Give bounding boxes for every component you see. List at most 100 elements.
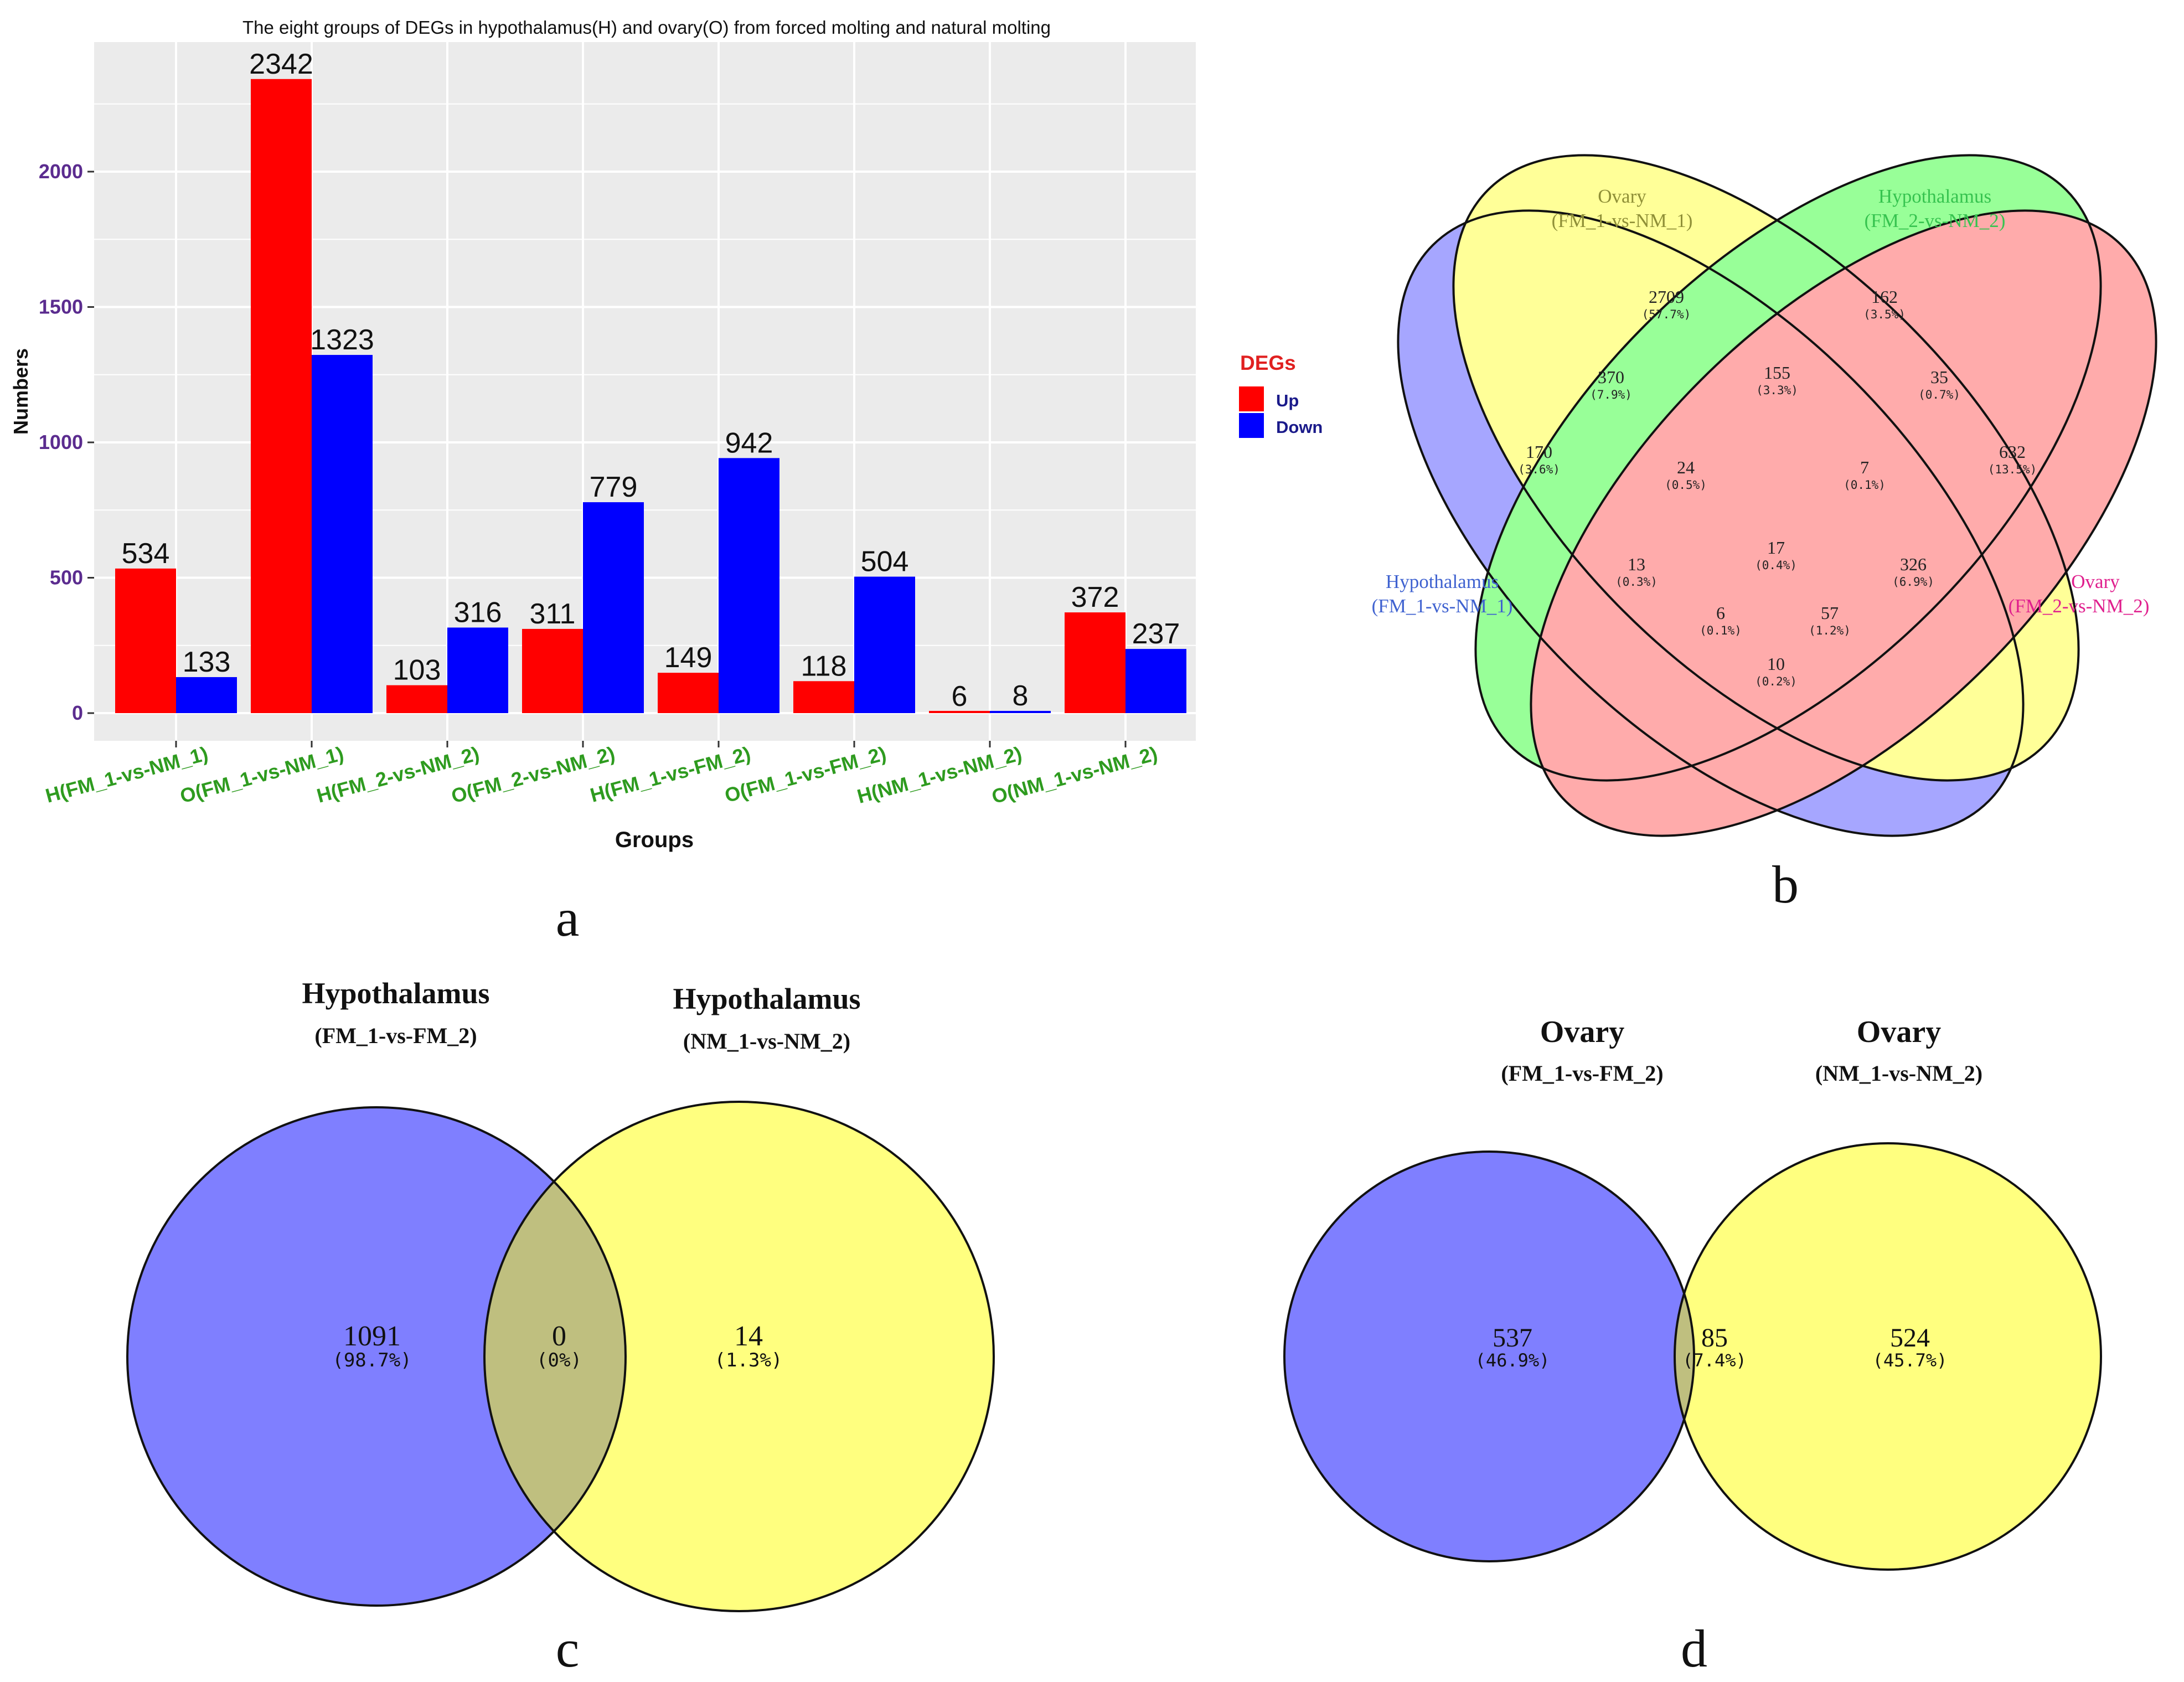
bar-up [929, 711, 990, 713]
set-sublabel-hypothalamus-fm2-nm2: (FM_2-vs-NM_2) [1865, 210, 2006, 231]
panel-label-b: b [1772, 855, 1799, 914]
bar-up [251, 79, 312, 714]
set-subtitle-right: (NM_1-vs-NM_2) [1815, 1061, 1982, 1086]
bar-value-label: 311 [530, 598, 576, 630]
set-sublabel-ovary-fm2-nm2: (FM_2-vs-NM_2) [2009, 595, 2150, 617]
bar-value-label: 8 [1013, 680, 1029, 712]
set-subtitle-left: (FM_1-vs-FM_2) [314, 1023, 477, 1048]
four-set-venn-panel: Ovary (FM_1-vs-NM_1) Hypothalamus (FM_2-… [1372, 154, 2157, 914]
region-count: 7 [1860, 457, 1869, 477]
region-count: 632 [1999, 442, 2026, 462]
bar-value-label: 316 [454, 596, 502, 628]
region-percent: (13.5%) [1988, 463, 2037, 476]
venn-outline-right [483, 1101, 995, 1612]
y-tick-label: 1000 [39, 431, 83, 453]
region-percent: (1.2%) [1809, 624, 1851, 637]
set-label-ovary-fm2-nm2: Ovary [2071, 571, 2120, 592]
bar-value-label: 149 [664, 642, 712, 674]
bar-down [719, 458, 779, 713]
region-count-right: 14 [734, 1320, 763, 1352]
bar-up [115, 568, 176, 713]
region-count: 57 [1821, 603, 1839, 623]
bar-value-label: 504 [861, 546, 909, 578]
set-subtitle-right: (NM_1-vs-NM_2) [683, 1029, 850, 1054]
bar-down [990, 711, 1051, 713]
two-set-venn-panel-hypothalamus: Hypothalamus (FM_1-vs-FM_2) Hypothalamus… [126, 977, 995, 1678]
bar-value-label: 942 [725, 427, 773, 459]
set-label-hypothalamus-fm1-nm1: Hypothalamus [1386, 571, 1499, 592]
region-percent-overlap: (7.4%) [1682, 1350, 1747, 1371]
bar-down [1125, 649, 1186, 713]
region-count-right: 524 [1890, 1323, 1930, 1353]
y-tick-label: 2000 [39, 160, 83, 183]
bars [115, 79, 1186, 714]
region-count: 24 [1677, 457, 1695, 477]
two-set-venn-panel-ovary: Ovary (FM_1-vs-FM_2) Ovary (NM_1-vs-NM_2… [1283, 1015, 2102, 1678]
region-percent: (0.2%) [1755, 675, 1797, 688]
bar-chart-panel: The eight groups of DEGs in hypothalamus… [9, 17, 1323, 947]
panel-label-d: d [1681, 1619, 1707, 1678]
region-count-overlap: 0 [552, 1320, 566, 1352]
set-label-hypothalamus-fm2-nm2: Hypothalamus [1878, 185, 1991, 207]
bar-up [793, 681, 854, 713]
region-count-left: 537 [1493, 1323, 1532, 1353]
region-percent: (3.5%) [1863, 308, 1906, 321]
bar-up [1065, 612, 1125, 713]
set-sublabel-ovary-fm1-nm1: (FM_1-vs-NM_1) [1552, 210, 1693, 231]
region-count: 13 [1628, 554, 1645, 574]
bar-value-label: 534 [122, 538, 170, 570]
region-count: 162 [1871, 287, 1898, 307]
legend-swatch-down [1239, 413, 1264, 438]
bar-value-label: 237 [1132, 618, 1180, 650]
region-count: 155 [1764, 363, 1790, 383]
bar-down [176, 677, 237, 713]
set-title-left: Ovary [1540, 1015, 1624, 1049]
region-count: 17 [1767, 538, 1785, 558]
venn-regions: 2709 (57.7%) 162 (3.5%) 370 (7.9%) 155 (… [1518, 287, 2037, 688]
chart-title: The eight groups of DEGs in hypothalamus… [242, 17, 1051, 38]
bar-value-label: 6 [952, 680, 968, 713]
legend-title: DEGs [1240, 352, 1296, 374]
region-percent: (6.9%) [1892, 575, 1934, 589]
bar-value-label: 103 [393, 654, 441, 687]
bar-value-label: 118 [801, 650, 847, 682]
legend-label-up: Up [1276, 391, 1299, 410]
region-count: 2709 [1649, 287, 1684, 307]
venn-outline-left [126, 1106, 627, 1607]
region-percent: (3.3%) [1756, 384, 1798, 397]
panel-label-c: c [556, 1619, 580, 1678]
region-percent: (7.9%) [1590, 388, 1632, 401]
region-percent-right: (1.3%) [715, 1349, 783, 1371]
y-tick-label: 1500 [39, 296, 83, 318]
region-percent: (3.6%) [1518, 463, 1560, 476]
region-count: 326 [1900, 554, 1927, 574]
venn-circle-left [127, 1107, 626, 1606]
region-percent: (0.1%) [1844, 478, 1886, 492]
set-title-right: Hypothalamus [673, 982, 860, 1015]
bar-up [658, 673, 719, 713]
legend: DEGs Up Down [1239, 352, 1323, 438]
bar-up [522, 628, 583, 713]
venn-set-ovary-fm2-nm2 [1531, 210, 2156, 836]
region-percent-right: (45.7%) [1873, 1350, 1948, 1371]
bar-value-labels: 534 2342 103 311 149 118 6 372 133 1323 316 779 942 5… [122, 48, 1180, 713]
x-axis: H(FM_1-vs-NM_1)O(FM_1-vs-NM_1)H(FM_2-vs-… [43, 741, 1160, 808]
region-count-left: 1091 [343, 1320, 401, 1352]
region-percent: (0.3%) [1615, 575, 1658, 589]
bar-value-label: 779 [590, 471, 638, 503]
bar-down [854, 576, 915, 713]
venn-circle-right [484, 1102, 994, 1611]
region-percent: (0.7%) [1918, 388, 1960, 401]
y-axis-label: Numbers [9, 348, 32, 435]
bar-value-label: 1323 [310, 324, 374, 356]
bar-value-label: 2342 [249, 48, 313, 80]
venn-circle-left [1284, 1152, 1694, 1561]
y-tick-label: 0 [72, 701, 83, 724]
region-percent-overlap: (0%) [536, 1349, 582, 1371]
bar-value-label: 372 [1071, 581, 1119, 613]
bar-down [312, 355, 373, 713]
y-tick-label: 500 [50, 566, 83, 589]
legend-label-down: Down [1276, 417, 1323, 437]
set-subtitle-left: (FM_1-vs-FM_2) [1501, 1061, 1663, 1086]
